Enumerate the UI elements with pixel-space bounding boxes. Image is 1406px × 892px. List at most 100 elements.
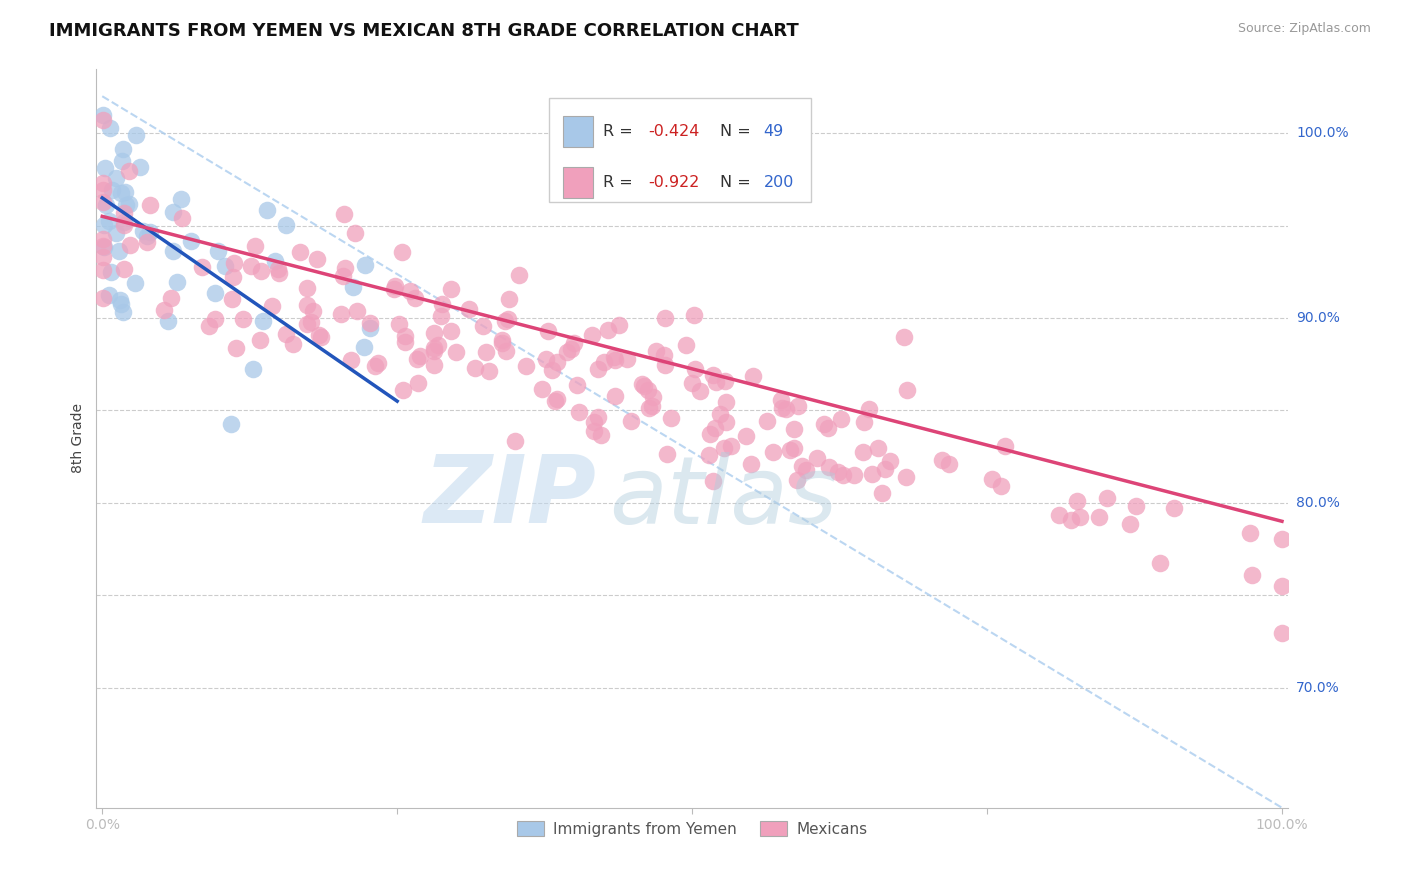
Point <box>844 468 866 483</box>
Text: -0.424: -0.424 <box>648 124 699 139</box>
Point <box>170 192 193 206</box>
Point <box>675 337 697 351</box>
Point <box>498 292 520 306</box>
Point <box>111 304 134 318</box>
Point <box>98 288 121 302</box>
Point <box>342 280 364 294</box>
Point <box>1271 533 1294 547</box>
Point <box>263 254 285 268</box>
Point <box>221 292 243 306</box>
Point <box>180 234 202 248</box>
Point <box>683 309 706 323</box>
Point <box>110 186 132 201</box>
Text: Source: ZipAtlas.com: Source: ZipAtlas.com <box>1237 22 1371 36</box>
Point <box>405 352 427 367</box>
Point <box>645 344 668 359</box>
Point <box>938 457 960 471</box>
Point <box>1125 499 1147 513</box>
Text: 100.0%: 100.0% <box>1296 126 1348 140</box>
Point <box>709 407 731 421</box>
Point <box>394 334 416 349</box>
Text: 49: 49 <box>763 124 785 139</box>
Text: R =: R = <box>603 124 637 139</box>
Point <box>633 378 655 392</box>
Point <box>775 401 797 416</box>
Point <box>555 344 578 359</box>
Point <box>994 440 1017 454</box>
Point <box>603 350 626 364</box>
Point <box>704 421 727 435</box>
Point <box>114 198 136 212</box>
Point <box>858 401 880 416</box>
Point <box>427 338 450 352</box>
Point <box>204 312 226 326</box>
Point <box>704 375 727 389</box>
Point <box>93 112 115 127</box>
Point <box>391 245 413 260</box>
Point <box>980 472 1002 486</box>
Point <box>439 282 461 296</box>
Point <box>112 206 135 220</box>
Point <box>540 363 562 377</box>
Point <box>114 185 136 199</box>
Point <box>1239 526 1261 541</box>
Point <box>896 383 918 397</box>
Point <box>198 318 221 333</box>
Point <box>830 412 852 426</box>
Point <box>786 473 808 487</box>
Point <box>1087 509 1109 524</box>
Point <box>93 239 115 253</box>
Point <box>225 341 247 355</box>
Point <box>100 265 122 279</box>
Point <box>93 291 115 305</box>
Point <box>444 345 467 359</box>
Point <box>630 377 652 392</box>
Point <box>406 376 429 391</box>
Point <box>474 345 496 359</box>
Point <box>394 329 416 343</box>
Point <box>875 462 897 476</box>
Point <box>683 362 706 376</box>
Point <box>242 361 264 376</box>
Point <box>879 454 901 468</box>
Point <box>515 359 537 374</box>
Point <box>713 442 735 456</box>
Point <box>120 238 142 252</box>
Point <box>93 183 115 197</box>
Point <box>714 395 737 409</box>
Point <box>1149 556 1171 570</box>
Point <box>333 207 356 221</box>
Point <box>214 260 236 274</box>
Text: R =: R = <box>603 176 637 191</box>
Point <box>508 268 530 283</box>
Point <box>894 469 917 483</box>
Point <box>301 303 323 318</box>
Point <box>346 304 368 318</box>
Point <box>93 161 115 175</box>
Point <box>689 384 711 399</box>
Point <box>332 268 354 283</box>
Point <box>256 202 278 217</box>
Point <box>832 467 855 482</box>
Point <box>1271 579 1294 593</box>
Point <box>503 434 526 448</box>
Point <box>139 225 162 239</box>
Point <box>162 204 184 219</box>
Point <box>581 328 603 343</box>
Point <box>136 235 159 249</box>
Point <box>159 291 181 305</box>
Point <box>720 439 742 453</box>
Point <box>430 297 453 311</box>
Point <box>250 264 273 278</box>
Point <box>249 333 271 347</box>
Point <box>583 424 606 438</box>
Point <box>1047 508 1070 522</box>
Point <box>305 252 328 266</box>
Text: atlas: atlas <box>609 451 837 542</box>
Point <box>478 364 501 378</box>
Point <box>659 410 682 425</box>
Text: 80.0%: 80.0% <box>1296 496 1340 510</box>
Point <box>239 259 262 273</box>
Point <box>308 327 330 342</box>
Point <box>423 343 446 358</box>
